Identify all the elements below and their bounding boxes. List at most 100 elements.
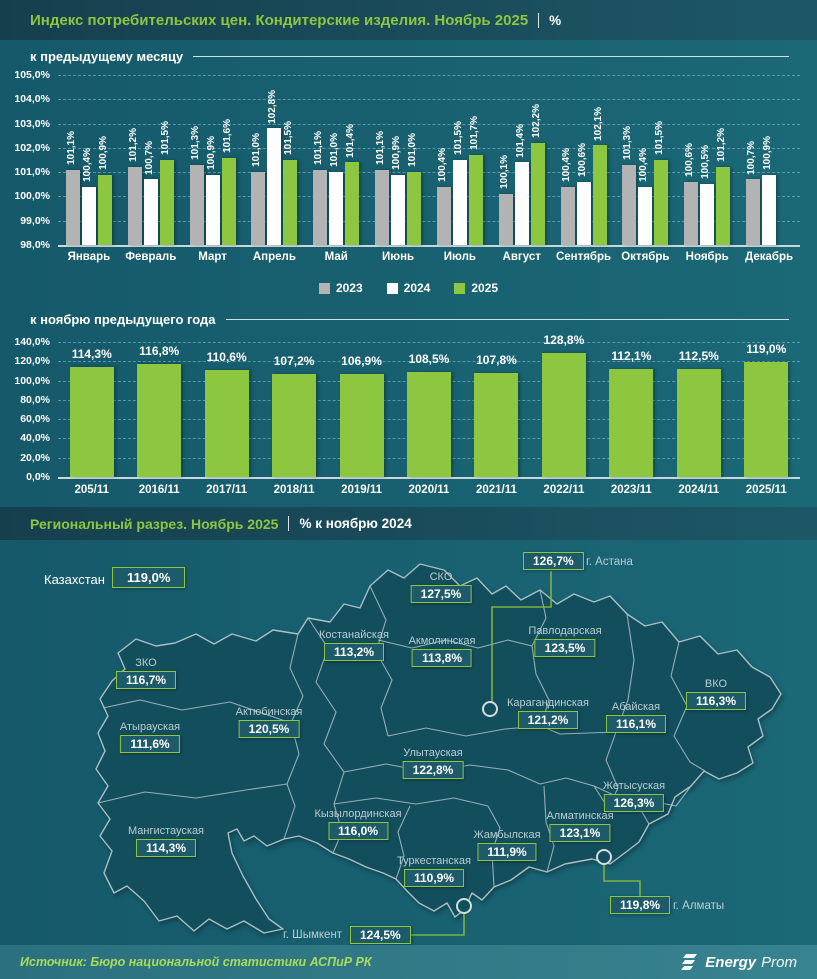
x-tick-label: Август — [502, 251, 541, 263]
y-tick-label: 100,0% — [14, 190, 50, 203]
y-tick-label: 140,0% — [14, 336, 50, 348]
bar-2024-Февраль — [143, 179, 158, 245]
almaty-city-marker — [596, 849, 612, 865]
y-tick-label: 80,0% — [20, 393, 50, 406]
bar-value-label: 101,5% — [452, 121, 464, 155]
x-tick-label: Июнь — [382, 251, 415, 263]
map-region-kostanay: Костанайская 113,2% — [318, 629, 390, 661]
x-tick-label: 2023/11 — [610, 484, 652, 496]
bar-2023-Февраль — [127, 167, 142, 245]
x-tick-label: Май — [324, 251, 348, 263]
bar-2023-Август — [498, 194, 513, 245]
map-region-turkestan: Туркестанская 110,9% — [397, 855, 471, 887]
x-tick-label: 2022/11 — [543, 484, 585, 496]
bar-value-label: 101,2% — [127, 128, 139, 163]
y-tick-label: 99,0% — [20, 214, 50, 227]
bar-2024-Ноябрь — [700, 184, 715, 245]
bar-2025-Август — [530, 143, 545, 245]
map-region-mangystau: Мангистауская 114,3% — [127, 825, 205, 857]
bar-205/11 — [69, 366, 114, 477]
legend-item-2025: 2025 — [454, 281, 498, 295]
map-region-zhambyl: Жамбылская 111,9% — [473, 829, 541, 861]
bar-value-label: 101,1% — [65, 130, 77, 165]
bar-2025-Июнь — [407, 172, 422, 245]
bar-value-label: 101,4% — [345, 123, 357, 158]
footer-band: Источник: Бюро национальной статистики А… — [0, 945, 817, 979]
map-region-akmola: Акмолинская 113,8% — [408, 635, 476, 667]
bar-2023-Июнь — [375, 169, 390, 245]
y-tick-label: 0,0% — [26, 471, 50, 483]
almaty-value-box: 119,8% — [610, 896, 671, 914]
legend-swatch-2023 — [318, 282, 330, 294]
y-tick-label: 102,0% — [14, 141, 50, 154]
chart2-title: к ноябрю предыдущего года — [30, 312, 216, 327]
y-tick-label: 103,0% — [14, 117, 50, 130]
bar-value-label: 100,9% — [391, 135, 403, 170]
bar-2023-Июль — [436, 186, 451, 245]
bar-value-label: 112,1% — [611, 348, 652, 363]
legend-label-2023: 2023 — [335, 281, 363, 295]
bar-value-label: 119,0% — [746, 342, 787, 357]
bar-2024-Август — [514, 162, 529, 245]
chart2-subtitle-row: к ноябрю предыдущего года — [30, 312, 789, 327]
legend-swatch-2025 — [454, 282, 466, 294]
x-tick-label: 2016/11 — [138, 484, 180, 496]
y-tick-label: 40,0% — [20, 432, 50, 445]
gridline — [58, 361, 800, 363]
bar-value-label: 100,4% — [81, 147, 93, 182]
legend-swatch-2024 — [386, 282, 398, 294]
shymkent-city-label: г. Шымкент — [283, 929, 343, 941]
bar-value-label: 101,3% — [189, 125, 201, 160]
bar-2016/11 — [137, 364, 182, 477]
regional-section-subtitle: % к ноябрю 2024 — [288, 516, 412, 531]
regional-section-band: Региональный разрез. Ноябрь 2025 % к ноя… — [0, 507, 817, 540]
bar-2019/11 — [339, 373, 384, 477]
page-title: Индекс потребительских цен. Кондитерские… — [30, 11, 529, 29]
gridline — [58, 172, 800, 174]
y-tick-label: 98,0% — [20, 239, 50, 251]
map-region-atyrau: Атырауская 111,6% — [119, 721, 181, 753]
gridline — [58, 342, 800, 343]
bar-value-label: 112,5% — [678, 348, 719, 363]
shymkent-callout-line — [406, 913, 465, 936]
bar-value-label: 101,1% — [375, 130, 387, 165]
bar-value-label: 100,6% — [576, 142, 588, 177]
bar-value-label: 100,4% — [436, 147, 448, 182]
x-tick-label: Ноябрь — [685, 251, 729, 263]
bar-2025-Ноябрь — [716, 167, 731, 245]
bar-value-label: 101,0% — [251, 133, 263, 168]
bar-2018/11 — [272, 373, 317, 477]
bar-value-label: 106,9% — [341, 353, 382, 368]
x-tick-label: Июль — [443, 251, 476, 263]
map-city-markers — [456, 701, 612, 914]
y-tick-label: 20,0% — [20, 451, 50, 464]
bar-2024-Июнь — [391, 174, 406, 245]
bar-2024-Декабрь — [762, 174, 777, 245]
bar-2024/11 — [676, 368, 721, 477]
bar-2025-Январь — [97, 174, 112, 245]
bar-value-label: 100,9% — [762, 135, 774, 170]
bar-value-label: 100,9% — [205, 135, 217, 170]
y-tick-label: 100,0% — [14, 374, 50, 387]
almaty-city-label: г. Алматы — [673, 900, 725, 912]
y-tick-label: 105,0% — [14, 69, 50, 81]
map-region-kyzylorda: Кызылординская 116,0% — [314, 808, 402, 840]
country-value-box: 119,0% — [112, 567, 186, 588]
chart1-title: к предыдущему месяцу — [30, 49, 184, 64]
chart1-legend: 2023 2024 2025 — [0, 281, 817, 295]
map-region-karaganda: Карагандинская 121,2% — [507, 697, 589, 729]
country-label: Казахстан — [44, 572, 105, 587]
x-tick-label: Февраль — [125, 251, 177, 263]
bar-value-label: 101,5% — [283, 121, 295, 155]
x-tick-label: 2021/11 — [475, 484, 517, 496]
astana-callout-line — [491, 571, 552, 702]
bar-value-label: 100,9% — [97, 135, 109, 170]
kazakhstan-map: Казахстан 119,0% СКО 127,5% Костанайская 1… — [0, 540, 817, 945]
bar-value-label: 110,6% — [206, 350, 247, 365]
bar-2025-Октябрь — [654, 160, 669, 245]
bar-value-label: 101,5% — [654, 121, 666, 155]
bar-value-label: 128,8% — [543, 332, 585, 347]
bar-value-label: 101,6% — [221, 118, 233, 153]
map-region-zhetysu: Жетысуская 126,3% — [602, 780, 666, 812]
